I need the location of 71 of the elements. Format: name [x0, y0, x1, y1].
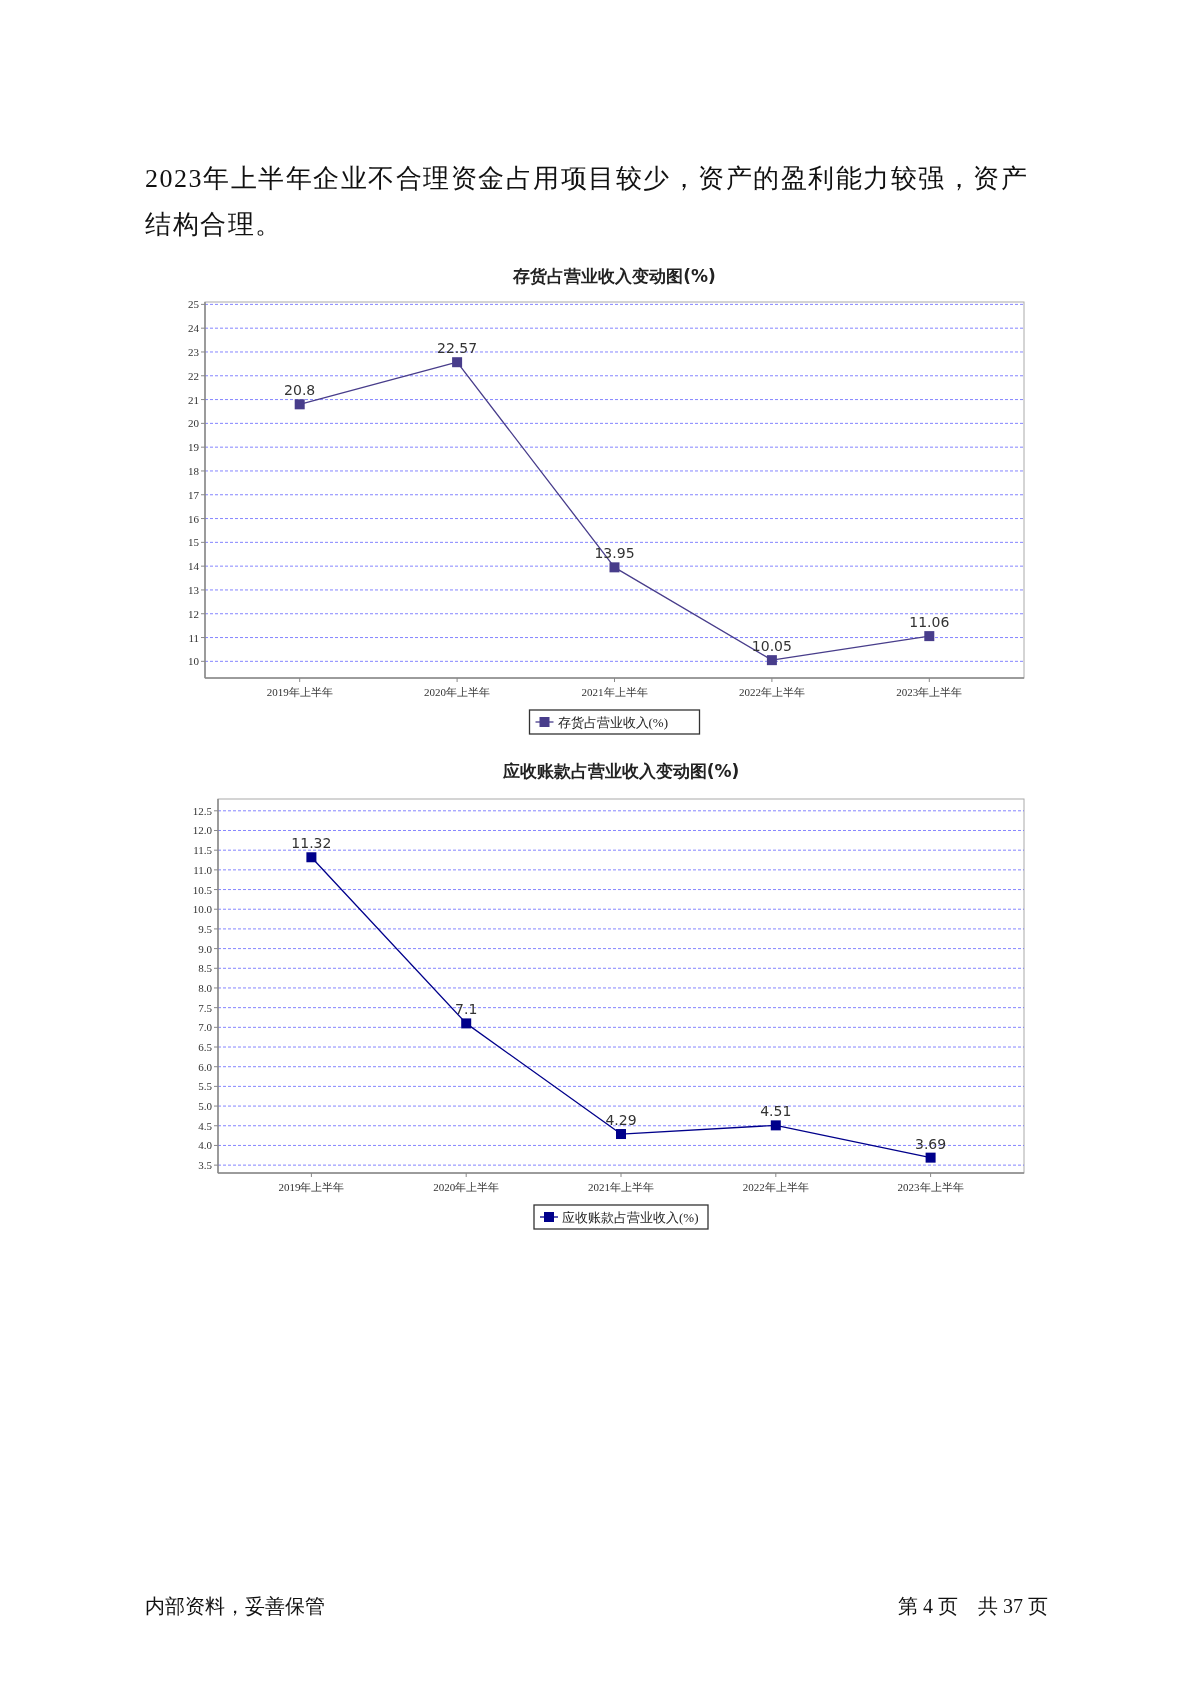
- y-tick-label: 4.0: [198, 1139, 213, 1152]
- x-tick-label: 2020年上半年: [433, 1181, 500, 1193]
- data-label: 20.8: [284, 382, 316, 399]
- data-label: 3.69: [915, 1135, 947, 1152]
- y-tick-label: 9.5: [198, 922, 213, 935]
- point: [452, 357, 463, 368]
- point: [609, 562, 620, 573]
- y-tick-label: 23: [188, 345, 200, 358]
- x-tick-label: 2019年上半年: [266, 686, 333, 698]
- y-tick-label: 8.0: [198, 981, 213, 994]
- text: 第 4 页 共 37 页: [898, 1594, 1048, 1619]
- point: [294, 399, 305, 410]
- y-tick-label: 20: [188, 417, 200, 430]
- data-label: 7.1: [455, 1001, 478, 1018]
- y-tick-label: 11.0: [193, 863, 213, 876]
- chart-title: 应收账款占营业收入变动图(%): [501, 761, 740, 781]
- x-tick-label: 2021年上半年: [588, 1181, 654, 1193]
- point: [924, 631, 935, 642]
- x-tick-label: 2022年上半年: [742, 1181, 809, 1193]
- x-tick-label: 2022年上半年: [738, 686, 805, 698]
- y-tick-label: 16: [188, 512, 200, 525]
- point: [306, 852, 317, 863]
- chart-title: 存货占营业收入变动图(%): [512, 266, 716, 286]
- x-tick-label: 2019年上半年: [278, 1181, 345, 1193]
- data-label: 11.06: [909, 614, 950, 631]
- y-tick-label: 14: [188, 560, 200, 573]
- y-tick-label: 22: [188, 369, 199, 382]
- y-tick-label: 11: [188, 631, 199, 644]
- x-tick-label: 2023年上半年: [897, 1181, 964, 1193]
- y-tick-label: 12.0: [192, 824, 213, 837]
- y-tick-label: 25: [188, 298, 200, 311]
- x-tick-label: 2020年上半年: [424, 686, 491, 698]
- data-label: 10.05: [751, 638, 792, 655]
- y-tick-label: 10.5: [192, 883, 213, 896]
- y-tick-label: 17: [188, 488, 200, 501]
- y-tick-label: 5.5: [198, 1080, 213, 1093]
- y-tick-label: 18: [188, 464, 200, 477]
- x-tick-label: 2023年上半年: [896, 686, 963, 698]
- data-label: 4.29: [605, 1112, 637, 1129]
- y-tick-label: 10: [188, 655, 200, 668]
- y-tick-label: 8.5: [198, 962, 213, 975]
- y-tick-label: 6.0: [198, 1060, 213, 1073]
- y-tick-label: 4.5: [198, 1119, 213, 1132]
- point: [925, 1152, 936, 1163]
- y-tick-label: 3.5: [198, 1159, 213, 1172]
- y-tick-label: 11.5: [193, 844, 213, 857]
- y-tick-label: 9.0: [198, 942, 213, 955]
- text: 内部资料，妥善保管: [145, 1594, 325, 1619]
- x-tick-label: 2021年上半年: [581, 686, 648, 698]
- y-tick-label: 19: [188, 441, 200, 454]
- point: [766, 655, 777, 666]
- y-tick-label: 21: [188, 393, 199, 406]
- y-tick-label: 12: [188, 607, 199, 620]
- point: [770, 1120, 781, 1131]
- y-tick-label: 15: [188, 536, 200, 549]
- y-tick-label: 5.0: [198, 1100, 213, 1113]
- text: 2023年上半年企业不合理资金占用项目较少，资产的盈利能力较强，资产结构合理。: [145, 163, 1029, 241]
- data-label: 4.51: [760, 1103, 792, 1120]
- y-tick-label: 6.5: [198, 1041, 213, 1054]
- y-tick-label: 13: [188, 583, 200, 596]
- y-tick-label: 24: [188, 322, 200, 335]
- y-tick-label: 12.5: [192, 804, 213, 817]
- legend-label: 存货占营业收入(%): [557, 715, 668, 730]
- y-tick-label: 7.5: [198, 1001, 213, 1014]
- y-tick-label: 7.0: [198, 1021, 213, 1034]
- point: [616, 1129, 626, 1140]
- y-tick-label: 10.0: [192, 903, 213, 916]
- data-label: 11.32: [291, 835, 332, 852]
- legend-label: 应收账款占营业收入(%): [562, 1210, 699, 1225]
- point: [461, 1018, 472, 1029]
- data-label: 22.57: [437, 340, 478, 357]
